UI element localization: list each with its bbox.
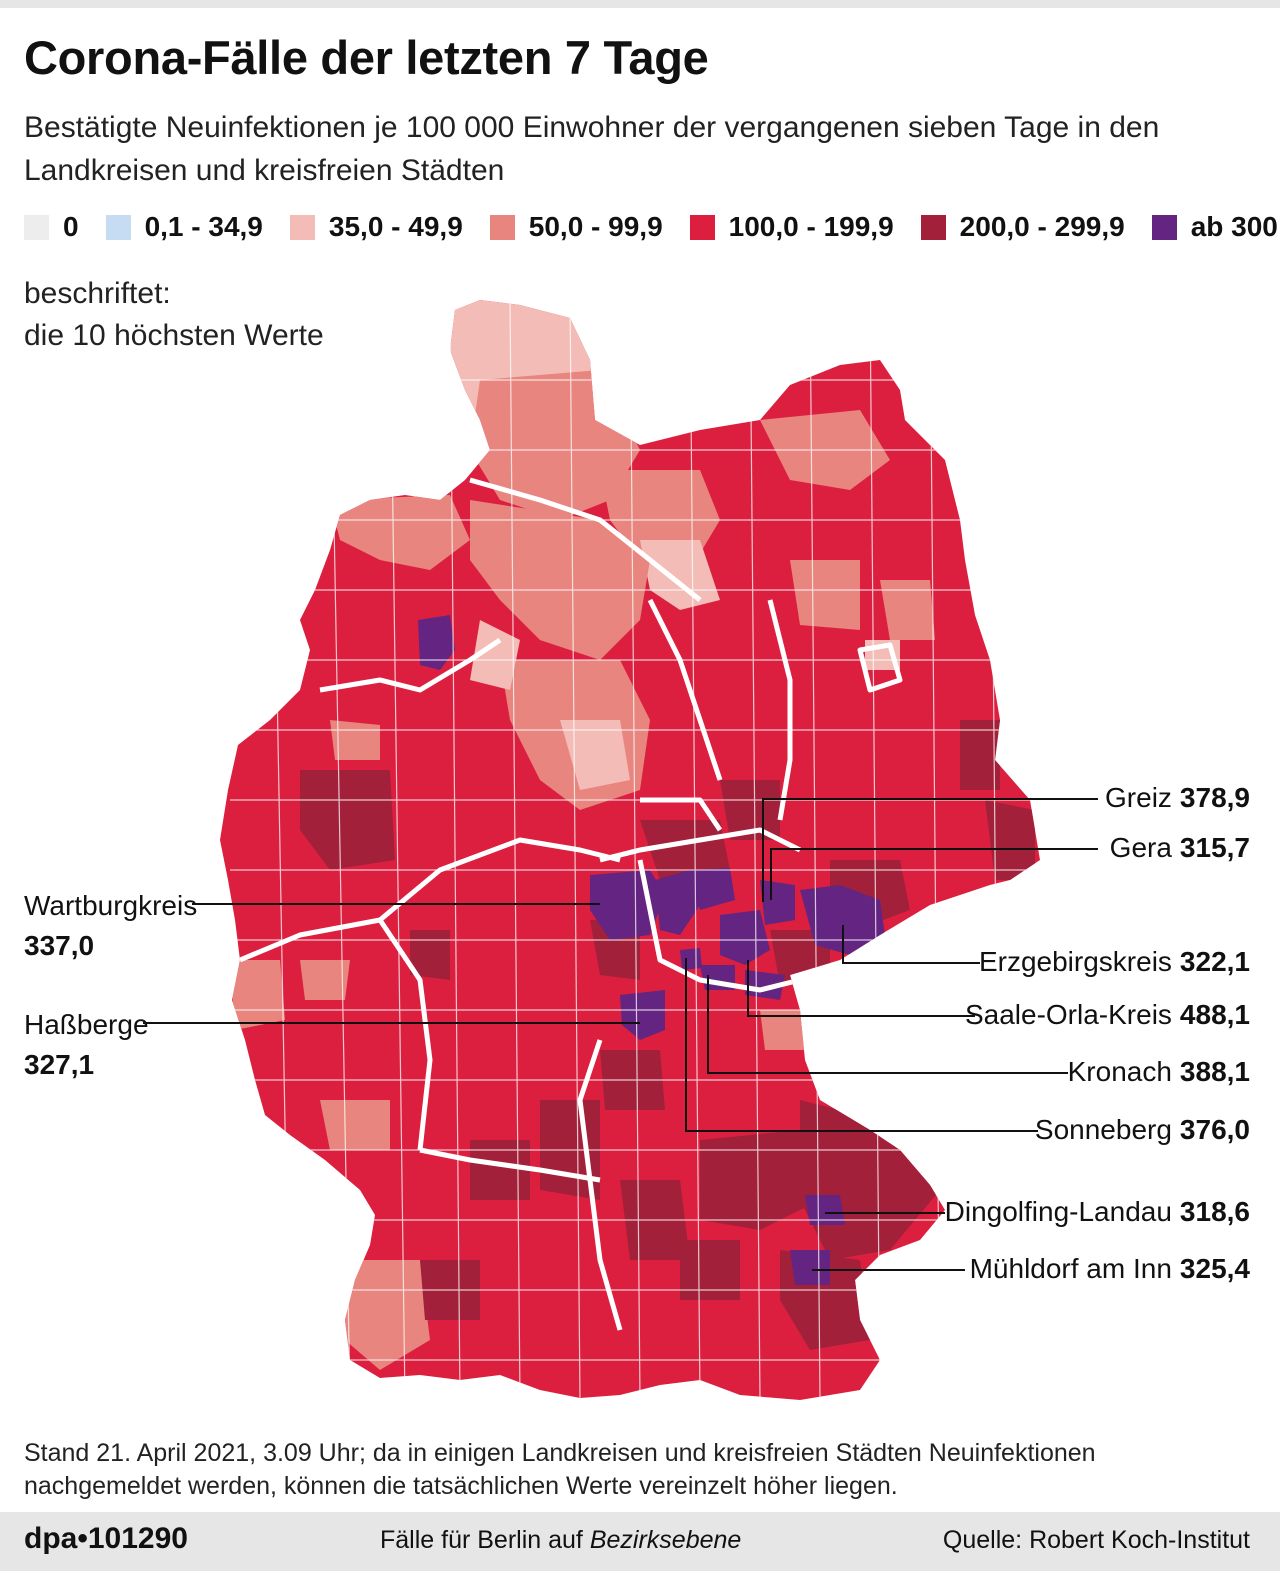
source-credit: Quelle: Robert Koch-Institut: [942, 1526, 1250, 1554]
legend-item-6: ab 300: [1151, 211, 1278, 243]
page-subtitle: Bestätigte Neuinfektionen je 100 000 Ein…: [24, 111, 1160, 187]
callout-name: Saale-Orla-Kreis: [964, 999, 1172, 1030]
legend-swatch: [1151, 214, 1177, 240]
berlin-note: Fälle für Berlin auf Bezirksebene: [380, 1526, 741, 1555]
legend-label: ab 300: [1190, 211, 1278, 242]
legend-item-1: 0,1 - 34,9: [105, 211, 263, 243]
footnote: Stand 21. April 2021, 3.09 Uhr; da in ei…: [24, 1439, 1096, 1500]
callout-value: 376,0: [1179, 1114, 1250, 1145]
callout-gera: Gera 315,7: [1110, 832, 1250, 864]
callout-hassberge: Haßberge 327,1: [24, 1005, 149, 1085]
berlin-note-emphasis: Bezirksebene: [589, 1526, 742, 1554]
callout-name: Greiz: [1105, 782, 1172, 813]
callout-kronach: Kronach 388,1: [1068, 1056, 1250, 1088]
labeled-note: beschriftet: die 10 höchsten Werte: [24, 273, 324, 357]
callout-erzgebirgskreis: Erzgebirgskreis 322,1: [979, 946, 1250, 978]
callout-name: Gera: [1109, 832, 1172, 863]
legend-swatch: [920, 214, 946, 240]
callout-name: Dingolfing-Landau: [944, 1196, 1172, 1227]
legend-label: 0: [63, 211, 79, 242]
callout-value: 315,7: [1179, 832, 1250, 863]
callout-name: Mühldorf am Inn: [969, 1253, 1172, 1284]
callout-name: Kronach: [1067, 1056, 1172, 1087]
callout-value: 488,1: [1179, 999, 1250, 1030]
callout-value: 325,4: [1179, 1253, 1250, 1284]
callout-value: 337,0: [24, 930, 95, 961]
legend-item-4: 100,0 - 199,9: [689, 211, 894, 243]
callout-value: 318,6: [1179, 1196, 1250, 1227]
legend-swatch: [489, 214, 515, 240]
top-bar: [0, 0, 1280, 8]
legend-item-3: 50,0 - 99,9: [489, 211, 663, 243]
callout-wartburgkreis: Wartburgkreis 337,0: [24, 886, 197, 966]
callout-name: Haßberge: [24, 1009, 149, 1040]
callout-value: 378,9: [1179, 782, 1250, 813]
page-title: Corona-Fälle der letzten 7 Tage: [24, 31, 709, 84]
footer: dpa•101290 Fälle für Berlin auf Bezirkse…: [0, 1512, 1280, 1571]
legend-swatch: [24, 214, 49, 240]
legend-label: 200,0 - 299,9: [959, 211, 1125, 242]
callout-value: 327,1: [24, 1049, 95, 1080]
labeled-note-line2: die 10 höchsten Werte: [24, 319, 324, 352]
callout-name: Sonneberg: [1034, 1114, 1172, 1145]
legend-label: 50,0 - 99,9: [528, 211, 663, 242]
callout-sonneberg: Sonneberg 376,0: [1035, 1114, 1250, 1146]
callout-saale-orla-kreis: Saale-Orla-Kreis 488,1: [965, 999, 1250, 1031]
labeled-note-line1: beschriftet:: [24, 277, 171, 310]
callout-value: 388,1: [1179, 1056, 1250, 1087]
callout-dingolfing-landau: Dingolfing-Landau 318,6: [945, 1196, 1250, 1228]
legend-swatch: [689, 214, 715, 240]
legend-label: 35,0 - 49,9: [328, 211, 463, 242]
legend-item-5: 200,0 - 299,9: [920, 211, 1125, 243]
legend-item-0: 0: [24, 211, 79, 243]
legend-swatch: [289, 214, 315, 240]
legend-label: 100,0 - 199,9: [728, 211, 894, 242]
agency-credit: dpa•101290: [24, 1522, 188, 1555]
callout-name: Erzgebirgskreis: [978, 946, 1172, 977]
callout-value: 322,1: [1179, 946, 1250, 977]
callout-greiz: Greiz 378,9: [1105, 782, 1250, 814]
callout-muehldorf-am-inn: Mühldorf am Inn 325,4: [970, 1253, 1250, 1285]
berlin-note-prefix: Fälle für Berlin auf: [380, 1526, 590, 1554]
legend: 0 0,1 - 34,9 35,0 - 49,9 50,0 - 99,9 100…: [24, 207, 1278, 247]
callout-name: Wartburgkreis: [24, 890, 198, 921]
legend-item-2: 35,0 - 49,9: [289, 211, 463, 243]
legend-label: 0,1 - 34,9: [144, 211, 263, 242]
legend-swatch: [105, 214, 131, 240]
